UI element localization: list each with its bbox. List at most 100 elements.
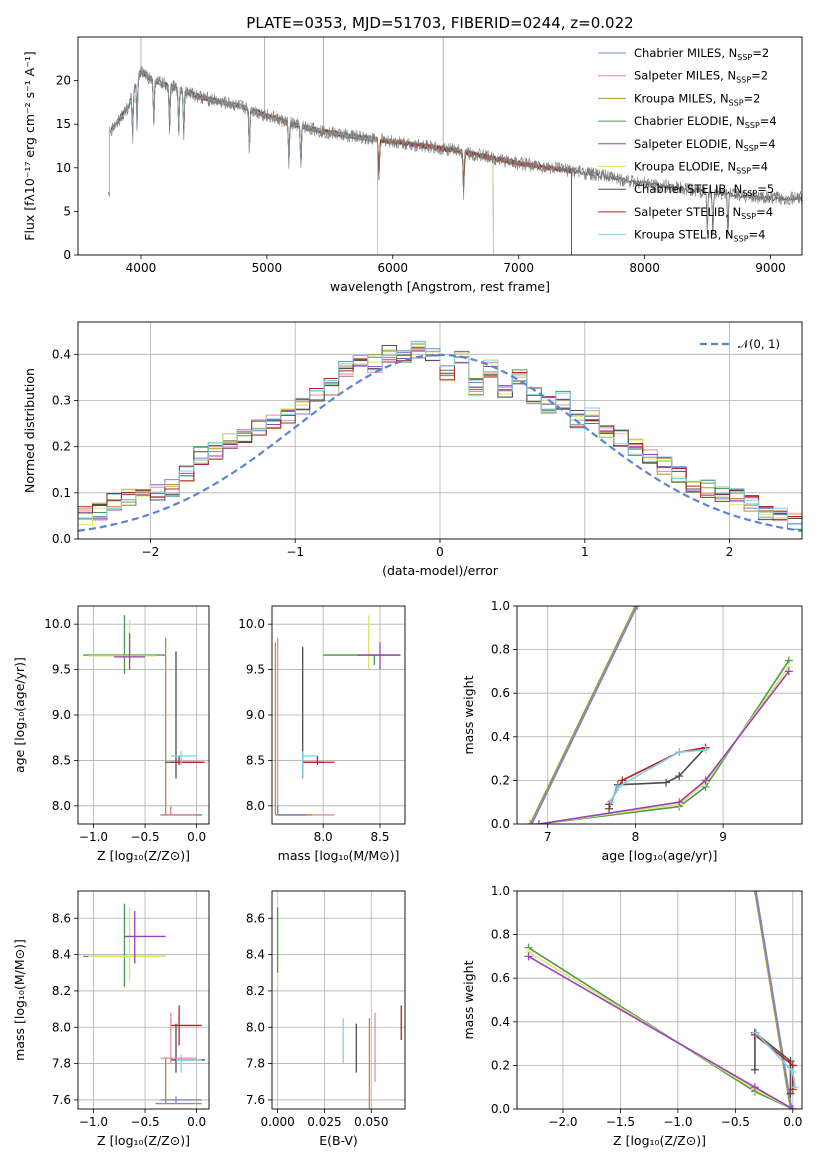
legend-entry: Chabrier MILES, NSSP=2	[634, 46, 769, 62]
mass-weight-line	[608, 747, 707, 809]
plot-area	[78, 891, 209, 1109]
mass-weight-marker	[526, 820, 535, 824]
y-tick-label: 0.6	[491, 686, 510, 700]
x-tick-label: 7000	[503, 261, 534, 275]
mass-vs-ebv-panel: 0.000 0.025 0.050 7.6 7.8 8.0 8.2 8.4 8.6 E(B-V)	[246, 890, 406, 1148]
x-tick-label: −1.0	[79, 830, 108, 844]
legend-entry: Kroupa MILES, NSSP=2	[634, 91, 760, 107]
weight-vs-age-panel: 7 8 9 0.0 0.2 0.4 0.6 0.8 1.0 age [log₁₀(age/yr)]…	[461, 599, 803, 863]
x-tick-label: 0.025	[307, 1115, 341, 1129]
y-axis-label: age [log₁₀(age/yr)]	[12, 657, 27, 773]
mass-weight-marker	[701, 776, 710, 785]
y-tick-label: 0.2	[491, 773, 510, 787]
axes-frame	[271, 890, 406, 1110]
y-tick-label: 0.8	[491, 643, 510, 657]
x-tick-label: −2.0	[548, 1115, 577, 1129]
y-tick-label: 8.5	[246, 753, 265, 767]
x-tick-label: −1.5	[606, 1115, 635, 1129]
model-spectrum-line	[110, 69, 494, 255]
x-tick-label: −0.5	[721, 1115, 750, 1129]
y-tick-label: 10	[56, 161, 71, 175]
mass-weight-line	[528, 947, 794, 1109]
y-tick-label: 0.6	[491, 971, 510, 985]
y-tick-label: 0.2	[491, 1058, 510, 1072]
mass-weight-marker	[750, 1083, 759, 1092]
weight-vs-metallicity-panel: −2.0 −1.5 −1.0 −0.5 0.0 0.0 0.2 0.4 0.6 0.8 1.0 Z […	[461, 884, 803, 1148]
y-tick-label: 10.0	[238, 617, 265, 631]
plot-area	[517, 891, 802, 1109]
axes-frame	[77, 605, 210, 825]
y-tick-label: 1.0	[491, 599, 510, 613]
y-tick-label: 0.4	[491, 1015, 510, 1029]
mass-weight-marker	[613, 782, 622, 791]
x-tick-label: −1	[286, 545, 304, 559]
mass-weight-line	[608, 746, 706, 805]
mass-weight-marker	[618, 776, 627, 785]
y-tick-label: 15	[56, 117, 71, 131]
y-tick-label: 8.5	[52, 753, 71, 767]
mass-weight-marker	[701, 745, 710, 754]
mass-weight-marker	[752, 1028, 761, 1037]
y-tick-label: 8.2	[52, 984, 71, 998]
x-tick-label: 8.5	[370, 830, 389, 844]
x-tick-label: 8000	[629, 261, 660, 275]
y-tick-label: 7.6	[246, 1093, 265, 1107]
y-tick-label: 8.2	[246, 984, 265, 998]
x-axis-label: age [log₁₀(age/yr)]	[602, 848, 718, 863]
y-tick-label: 0.0	[491, 817, 510, 831]
y-tick-label: 0.4	[52, 347, 71, 361]
legend-entry: Kroupa ELODIE, NSSP=4	[634, 160, 768, 176]
mass-weight-line	[538, 670, 790, 824]
x-tick-label: 4000	[126, 261, 157, 275]
axes-frame	[516, 890, 803, 1110]
y-tick-label: 0.0	[52, 532, 71, 546]
mass-weight-marker	[788, 1067, 797, 1076]
y-tick-label: 8.6	[52, 911, 71, 925]
mass-weight-marker	[662, 778, 671, 787]
mass-weight-marker	[606, 798, 615, 807]
y-tick-label: 8.0	[246, 799, 265, 813]
y-axis-label: Normed distribution	[22, 368, 37, 493]
x-tick-label: 0.000	[260, 1115, 294, 1129]
x-tick-label: 7	[544, 830, 552, 844]
x-tick-label: 8	[632, 830, 640, 844]
y-axis-label: mass [log₁₀(M/M⊙)]	[12, 939, 27, 1061]
y-tick-label: 8.0	[246, 1020, 265, 1034]
normal-distribution-curve	[78, 353, 802, 532]
legend-entry: Chabrier STELIB, NSSP=5	[634, 182, 774, 198]
x-tick-label: 0.0	[187, 1115, 206, 1129]
spectrum-legend: Chabrier MILES, NSSP=2 Salpeter MILES, NS…	[598, 46, 777, 244]
axes-frame	[77, 890, 210, 1110]
y-tick-label: 8.0	[52, 1020, 71, 1034]
y-tick-label: 7.6	[52, 1093, 71, 1107]
y-tick-label: 0	[63, 248, 71, 262]
mass-weight-marker	[750, 891, 759, 895]
x-tick-label: −1.0	[79, 1115, 108, 1129]
mass-weight-line	[538, 666, 790, 824]
spectrum-panel: 4000 5000 6000 7000 8000 9000 0 5 10 15 20 waveleng…	[22, 36, 803, 294]
residuals-panel: −2 −1 0 1 2 0.0 0.1 0.2 0.3 0.4 (data-model)/error…	[22, 321, 803, 578]
mass-weight-marker	[524, 952, 533, 961]
mass-weight-marker	[675, 798, 684, 807]
residual-histogram	[78, 340, 802, 525]
age-vs-mass-panel: 8.0 8.5 8.0 8.5 9.0 9.5 10.0 mass [log₁₀(M/M⊙)]	[238, 605, 406, 863]
model-spectrum-line	[110, 69, 494, 255]
plot-area	[272, 606, 405, 824]
mass-vs-metallicity-panel: −1.0 −0.5 0.0 7.6 7.8 8.0 8.2 8.4 8.6 Z [log₁₀(Z/…	[12, 890, 210, 1148]
x-tick-label: 0	[436, 545, 444, 559]
y-tick-label: 9.5	[246, 663, 265, 677]
figure-title: PLATE=0353, MJD=51703, FIBERID=0244, z=0…	[246, 14, 633, 32]
x-tick-label: 1	[581, 545, 589, 559]
x-axis-label: wavelength [Angstrom, rest frame]	[330, 279, 550, 294]
x-axis-label: Z [log₁₀(Z/Z⊙)]	[613, 1133, 706, 1148]
x-tick-label: −0.5	[130, 830, 159, 844]
y-tick-label: 8.6	[246, 911, 265, 925]
x-tick-label: −1.0	[663, 1115, 692, 1129]
mass-weight-line	[755, 891, 793, 1109]
x-tick-label: 0.0	[783, 1115, 802, 1129]
x-axis-label: Z [log₁₀(Z/Z⊙)]	[97, 848, 190, 863]
mass-weight-marker	[784, 667, 793, 676]
mass-weight-line	[754, 891, 792, 1109]
y-axis-label: Flux [fλ10⁻¹⁷ erg cm⁻² s⁻¹ A⁻¹]	[22, 51, 37, 240]
